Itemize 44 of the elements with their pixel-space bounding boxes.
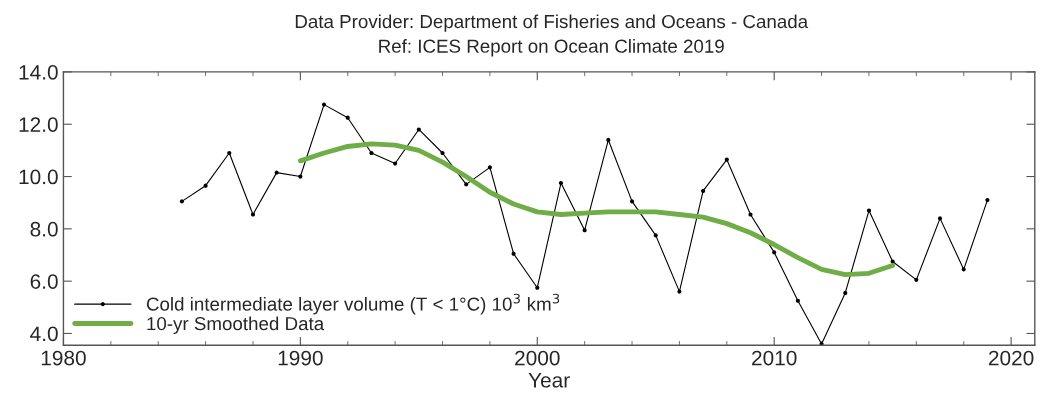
y-tick-label: 12.0 — [19, 117, 58, 132]
point — [369, 150, 374, 156]
point — [843, 290, 848, 296]
y-tick-label: 6.0 — [30, 274, 58, 289]
legend-label: Cold intermediate layer volume (T < 1°C) 10$^{3}$ km$^{3}$ — [146, 293, 560, 315]
chart-subtitle: Ref: ICES Report on Ocean Climate 2019 — [379, 39, 724, 57]
point — [748, 212, 753, 217]
chart-title: Data Provider: Department of Fisheries and Oceans - Canada — [295, 14, 809, 32]
point — [416, 127, 421, 132]
point — [606, 137, 611, 143]
point — [179, 199, 184, 204]
x-tick-label: 1980 — [41, 350, 86, 366]
y-tick-label: 10.0 — [19, 169, 58, 185]
point — [653, 233, 658, 238]
line-series — [297, 141, 896, 278]
point — [464, 182, 469, 187]
x-tick-label: 2010 — [752, 350, 797, 366]
x-axis-title: Year — [528, 373, 570, 388]
point — [629, 199, 635, 204]
y-tick-label: 14.0 — [19, 64, 58, 80]
point — [985, 198, 990, 203]
point — [227, 150, 232, 156]
y-tick-label: 4.0 — [30, 326, 58, 342]
point — [772, 250, 777, 255]
y-tick-label: 8.0 — [30, 221, 58, 237]
legend-label: 10-yr Smoothed Data — [147, 316, 325, 334]
point — [914, 277, 919, 282]
point — [250, 212, 256, 217]
x-tick-label: 2020 — [988, 350, 1034, 366]
point — [866, 208, 872, 213]
point — [345, 115, 350, 120]
point — [795, 298, 800, 303]
point — [701, 188, 706, 194]
point — [321, 102, 327, 107]
point — [937, 216, 943, 221]
x-tick-label: 1990 — [278, 350, 323, 366]
point — [558, 181, 564, 186]
point — [724, 157, 729, 162]
point — [961, 267, 966, 272]
x-tick-label: 2000 — [515, 350, 560, 366]
point — [393, 161, 398, 166]
point — [535, 285, 540, 290]
point — [487, 165, 492, 170]
point — [582, 228, 587, 233]
